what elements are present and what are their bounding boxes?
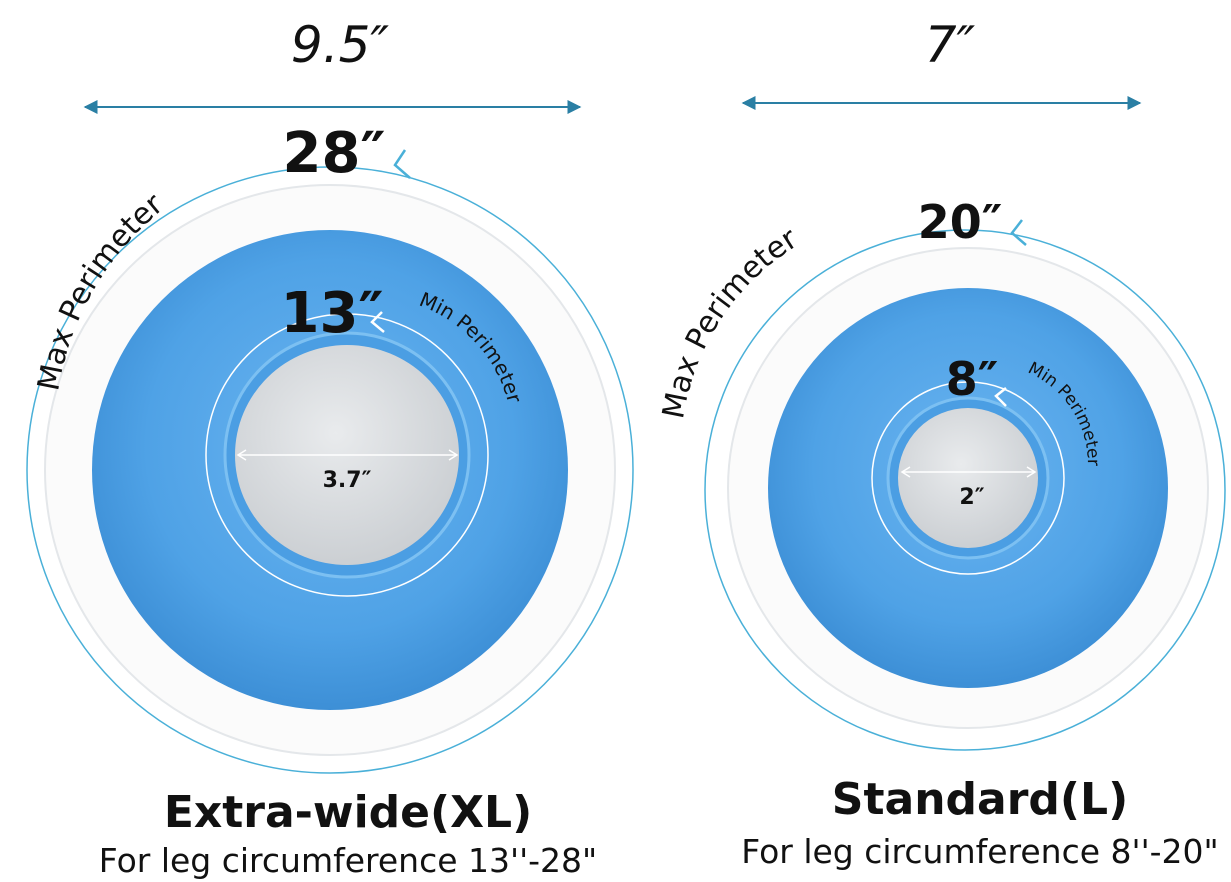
- xl-max-perimeter-value: 28″: [283, 121, 386, 186]
- std-width-label: 7″: [925, 16, 976, 74]
- std-min-perimeter-arrow-icon: [994, 387, 1007, 407]
- xl-inner-diameter-label: 3.7″: [323, 468, 372, 493]
- std-min-perimeter-value: 8″: [946, 352, 999, 406]
- xl-max-perimeter-line: [26, 166, 634, 774]
- xl-max-perimeter-arrow-icon: [393, 149, 411, 179]
- std-min-perimeter-line: [871, 381, 1065, 575]
- std-max-perimeter-arrow-icon: [1010, 219, 1027, 246]
- xl-min-perimeter-arrow-icon: [370, 311, 385, 333]
- xl-title: Extra-wide(XL): [164, 787, 532, 838]
- xl-min-perimeter-line: [205, 313, 489, 597]
- xl-inner-left-arrow-icon: [236, 449, 247, 461]
- std-title: Standard(L): [832, 774, 1128, 825]
- std-subtitle: For leg circumference 8''-20": [741, 832, 1218, 871]
- xl-width-label: 9.5″: [291, 16, 390, 74]
- xl-min-perimeter-value: 13″: [281, 281, 384, 346]
- std-max-perimeter-value: 20″: [918, 195, 1003, 249]
- std-seal: [898, 408, 1038, 548]
- xl-cover: 9.5″ 3.7″ 28″ 13″ Max Perimeter Min Peri…: [26, 16, 634, 880]
- std-inner-right-arrow-icon: [1026, 466, 1037, 478]
- xl-subtitle: For leg circumference 13''-28": [99, 841, 597, 880]
- std-inner-left-arrow-icon: [900, 466, 911, 478]
- std-inner-diameter-label: 2″: [959, 485, 984, 510]
- xl-inner-right-arrow-icon: [448, 449, 459, 461]
- std-max-perimeter-line: [704, 229, 1226, 751]
- std-cover: 7″ 2″ 20″ 8″ Max Perimeter Min Perimeter: [656, 16, 1226, 871]
